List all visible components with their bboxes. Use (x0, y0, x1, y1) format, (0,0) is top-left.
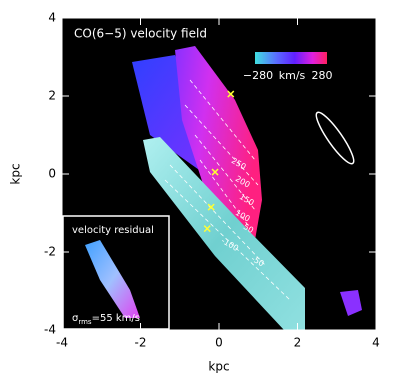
colorbar-min: −280 (243, 69, 273, 82)
contours (164, 79, 291, 301)
marker-stroke (207, 203, 215, 211)
x-tick-label: -4 (56, 336, 68, 350)
marker-stroke (203, 225, 211, 233)
x-tick-label: 0 (215, 336, 223, 350)
marker-stroke (211, 168, 219, 176)
emission-region (340, 290, 362, 316)
y-axis-label: kpc (9, 163, 23, 184)
beam (315, 111, 355, 165)
colorbar-unit: km/s (279, 69, 306, 82)
x-tick-label: -2 (135, 336, 147, 350)
colorbar-max: 280 (312, 69, 333, 82)
x-axis-label: kpc (208, 360, 229, 374)
marker (227, 90, 235, 98)
marker-stroke (227, 90, 235, 98)
colorbar (255, 52, 327, 64)
marker (207, 203, 215, 211)
y-tick-label: -4 (44, 323, 56, 337)
y-tick-label: 0 (48, 167, 56, 181)
x-tick-label: 4 (372, 336, 380, 350)
emission-region (143, 137, 305, 330)
y-tick-label: 4 (48, 11, 56, 25)
x-tick-label: 2 (294, 336, 302, 350)
inset-region (85, 240, 140, 318)
sigma-value: =55 km/s (92, 313, 140, 324)
sigma-sub: rms (78, 318, 92, 326)
marker (203, 225, 211, 233)
marker (211, 168, 219, 176)
contour-label: 50 (242, 222, 255, 235)
chart-title: CO(6−5) velocity field (74, 27, 207, 41)
inset-title: velocity residual (72, 225, 154, 236)
y-tick-label: 2 (48, 89, 56, 103)
inset-sigma: σrms=55 km/s (72, 313, 140, 326)
sigma-symbol: σ (72, 313, 79, 324)
y-tick-label: -2 (44, 245, 56, 259)
